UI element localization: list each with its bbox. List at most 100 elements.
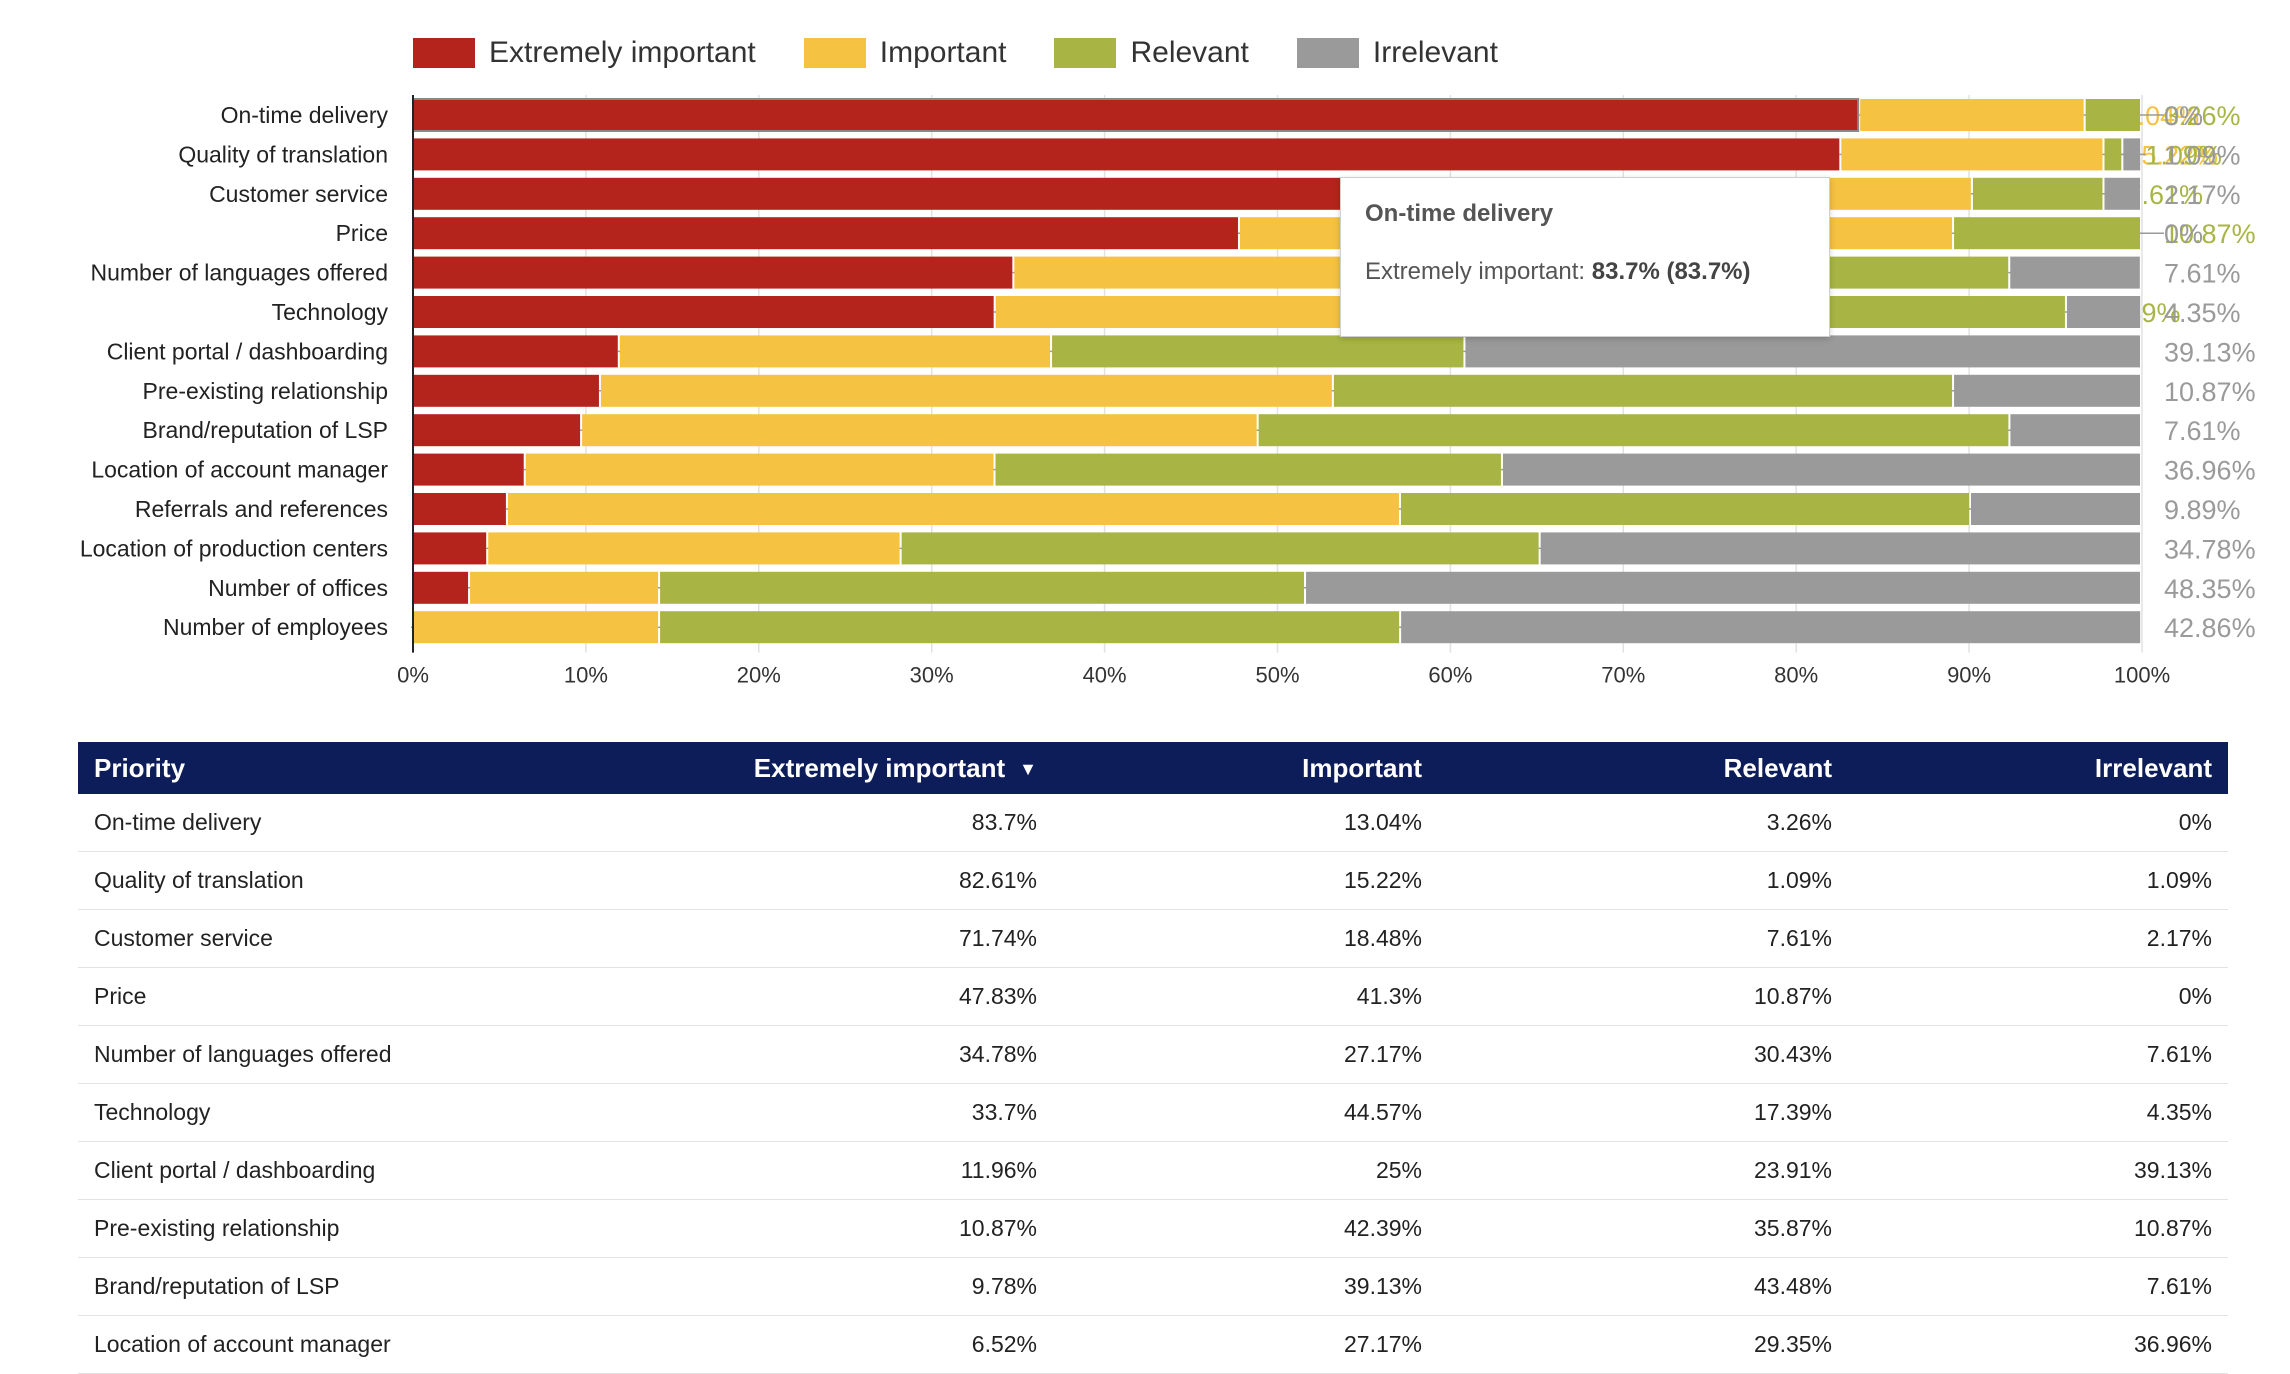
data-label: 7.61%: [2164, 259, 2241, 289]
bar-segment: [582, 414, 1257, 447]
value-cell: 36.96%: [1848, 1315, 2228, 1374]
priority-cell: Location of account manager: [78, 1315, 578, 1374]
bar-segment: [2104, 138, 2122, 171]
header-relevant[interactable]: Relevant: [1438, 742, 1848, 794]
category-label: Referrals and references: [135, 496, 388, 522]
table-row[interactable]: Price 47.83% 41.3% 10.87% 0%: [78, 967, 2228, 1026]
value-cell: 1.09%: [1438, 851, 1848, 910]
legend-swatch: [803, 38, 866, 68]
data-label: 36.96%: [2164, 456, 2256, 486]
legend-item-irrelevant[interactable]: Irrelevant: [1296, 36, 1498, 70]
bar-segment: [1972, 177, 2103, 210]
bar-segment: [1400, 493, 1970, 525]
data-label: 9.89%: [2164, 495, 2241, 525]
header-label: Irrelevant: [2094, 752, 2212, 783]
value-cell: 29.35%: [1438, 1315, 1848, 1374]
value-cell: 23.91%: [1438, 1141, 1848, 1200]
bar-segment: [660, 611, 1400, 644]
data-label: 10.87%: [2164, 377, 2256, 407]
bar-segment: [1971, 493, 2140, 525]
data-label: 34.78%: [2164, 534, 2256, 564]
sort-descending-icon[interactable]: ▼: [1019, 759, 1037, 780]
data-label: 39.13%: [2164, 337, 2256, 367]
legend-label: Irrelevant: [1372, 36, 1498, 69]
bar-segment: [1954, 217, 2140, 250]
x-tick-label: 80%: [1774, 663, 1818, 688]
x-tick-label: 0%: [397, 663, 429, 688]
value-cell: 6.52%: [578, 1315, 1053, 1374]
value-cell: 13.04%: [1053, 794, 1438, 852]
bar-segment: [995, 453, 1501, 486]
priority-cell: Price: [78, 967, 578, 1026]
category-label: On-time delivery: [221, 102, 389, 128]
bar-segment: [412, 98, 1860, 132]
category-label: Number of offices: [208, 575, 388, 601]
header-important[interactable]: Important: [1053, 742, 1438, 794]
data-label: 7.61%: [2164, 416, 2241, 446]
value-cell: 0%: [1848, 967, 2228, 1026]
bar-segment: [2123, 138, 2141, 171]
legend-label: Relevant: [1130, 36, 1249, 69]
tooltip-title: On-time delivery: [1365, 200, 1554, 227]
data-table: Priority Extremely important ▼ Important …: [78, 742, 2228, 1374]
table-body: On-time delivery 83.7% 13.04% 3.26% 0% Qualit…: [78, 794, 2228, 1374]
stacked-bar-chart: Extremely important Important Relevant I…: [80, 36, 2256, 688]
category-label: Number of employees: [163, 614, 388, 640]
bar-segment: [413, 296, 994, 328]
legend-swatch: [1054, 38, 1117, 68]
category-label: Location of production centers: [80, 535, 388, 561]
bar-segment: [1306, 571, 2140, 604]
value-cell: 25%: [1053, 1141, 1438, 1200]
bar-segment: [2066, 296, 2141, 328]
value-cell: 27.17%: [1053, 1025, 1438, 1084]
legend-item-important[interactable]: Important: [803, 36, 1007, 70]
header-extremely-important[interactable]: Extremely important ▼: [578, 742, 1053, 794]
legend-item-relevant[interactable]: Relevant: [1054, 36, 1249, 70]
bar-segment: [1502, 453, 2140, 486]
table-row[interactable]: Pre-existing relationship 10.87% 42.39% 35.…: [78, 1199, 2228, 1258]
priority-cell: Technology: [78, 1083, 578, 1142]
category-label: Brand/reputation of LSP: [143, 417, 389, 443]
data-label: 0%: [2164, 219, 2203, 249]
bar-segment: [619, 335, 1051, 368]
data-label: 2.17%: [2164, 180, 2241, 210]
value-cell: 9.78%: [578, 1257, 1053, 1316]
x-tick-label: 20%: [737, 663, 781, 688]
table-row[interactable]: Quality of translation 82.61% 15.22% 1.09% 1…: [78, 851, 2228, 910]
bar-segment: [413, 571, 469, 604]
table-row[interactable]: Customer service 71.74% 18.48% 7.61% 2.17%: [78, 909, 2228, 968]
table-row[interactable]: Technology 33.7% 44.57% 17.39% 4.35%: [78, 1083, 2228, 1142]
x-tick-label: 70%: [1601, 663, 1645, 688]
category-label: Customer service: [209, 181, 388, 207]
bar-segment: [1860, 99, 2084, 131]
header-irrelevant[interactable]: Irrelevant: [1848, 742, 2228, 794]
table-row[interactable]: Number of languages offered 34.78% 27.17% 3…: [78, 1025, 2228, 1084]
priority-cell: Customer service: [78, 909, 578, 968]
legend-label: Extremely important: [489, 36, 756, 69]
category-label: Technology: [272, 299, 389, 325]
table-row[interactable]: Brand/reputation of LSP 9.78% 39.13% 43.48%…: [78, 1257, 2228, 1316]
tooltip-series-label: Extremely important:: [1365, 258, 1586, 285]
x-tick-label: 10%: [564, 663, 608, 688]
value-cell: 34.78%: [578, 1025, 1053, 1084]
value-cell: 4.35%: [1848, 1083, 2228, 1142]
bar-segment: [413, 335, 618, 368]
value-cell: 39.13%: [1848, 1141, 2228, 1200]
value-cell: 1.09%: [1848, 851, 2228, 910]
table-row[interactable]: On-time delivery 83.7% 13.04% 3.26% 0%: [78, 794, 2228, 852]
bar-segment: [507, 493, 1399, 525]
priority-cell: Quality of translation: [78, 851, 578, 910]
bar-segment: [413, 532, 487, 565]
priority-cell: Pre-existing relationship: [78, 1199, 578, 1258]
legend-label: Important: [879, 36, 1007, 69]
legend-item-extremely-important[interactable]: Extremely important: [413, 36, 756, 70]
value-cell: 27.17%: [1053, 1315, 1438, 1374]
table-row[interactable]: Client portal / dashboarding 11.96% 25% 23.…: [78, 1141, 2228, 1200]
priority-cell: On-time delivery: [78, 794, 578, 852]
header-priority[interactable]: Priority: [78, 742, 578, 794]
table-row[interactable]: Location of account manager 6.52% 27.17% 29…: [78, 1315, 2228, 1374]
value-cell: 43.48%: [1438, 1257, 1848, 1316]
value-cell: 2.17%: [1848, 909, 2228, 968]
bar-segment: [2104, 177, 2140, 210]
bar-segment: [413, 414, 581, 447]
